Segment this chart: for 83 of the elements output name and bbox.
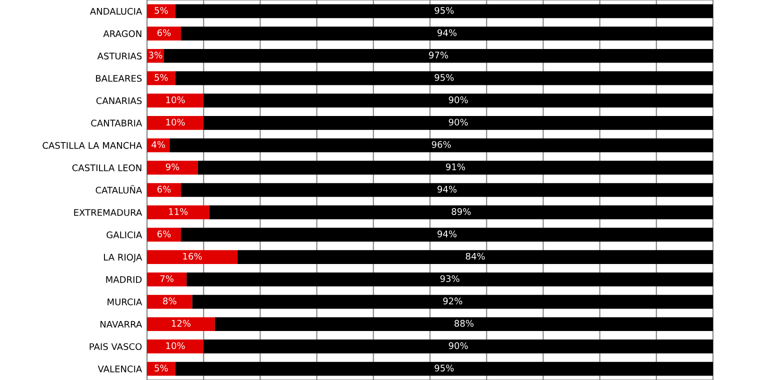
bar [204,94,713,108]
bar [147,272,187,286]
y-tick-label: LA RIOJA [104,254,142,262]
bar [147,26,181,40]
data-label: 10% [166,118,185,126]
bar [198,160,713,175]
data-label: 94% [438,29,457,36]
data-label: 8% [163,298,176,304]
bar [147,317,215,332]
data-label: 16% [183,252,202,260]
data-label: 6% [157,29,171,36]
y-tick-label: GALICIA [106,231,142,238]
data-label: 5% [154,74,168,81]
data-label: 97% [429,52,448,58]
data-label: 6% [157,186,171,193]
data-label: 12% [172,320,190,327]
bar [170,138,713,152]
data-label: 9% [166,163,180,170]
y-tick-label: CASTILLA LA MANCHA [42,142,142,149]
bar [147,94,204,108]
data-label: 90% [448,118,468,126]
data-label: 94% [438,230,457,238]
data-label: 84% [466,252,485,260]
bar [147,116,204,130]
y-tick-label: MADRID [106,276,142,283]
data-label: 89% [452,208,471,215]
bar [147,4,176,18]
data-label: 10% [166,342,185,350]
bar [175,71,713,86]
y-tick-label: ANDALUCIA [90,8,142,15]
y-tick-label: CANTABRIA [91,120,142,126]
y-tick-label: MURCIA [108,298,142,306]
bar [147,250,238,264]
bar [147,71,176,86]
bar [147,294,192,309]
data-label: 6% [157,230,171,238]
y-tick-label: EXTREMADURA [74,209,142,216]
bar [164,48,713,63]
bar [147,340,204,354]
bar [192,294,713,309]
bar [209,205,713,220]
bar [186,272,713,286]
bar [175,4,713,18]
bar [180,228,713,242]
bar [214,317,713,332]
bar [175,362,713,376]
bar [147,228,181,242]
y-tick-label: ASTURIAS [97,52,142,60]
y-tick-label: CATALUÑA [96,185,142,194]
bar [147,160,198,175]
data-label: 90% [448,342,468,350]
y-tick-label: CANARIAS [96,97,142,104]
bar [147,205,210,220]
y-tick-label: ARAGON [103,30,142,38]
bar [147,362,176,376]
data-label: 93% [440,275,460,282]
data-label: 90% [448,96,468,104]
bar [204,340,713,354]
data-label: 11% [169,208,188,215]
data-label: 3% [149,52,162,58]
data-label: 88% [454,320,474,327]
y-tick-label: PAIS VASCO [90,343,142,350]
data-label: 92% [443,298,462,304]
data-label: 10% [166,96,185,104]
data-label: 5% [154,6,168,14]
y-tick-label: CASTILLA LEON [72,164,142,172]
y-tick-label: VALENCIA [98,366,142,372]
data-label: 91% [446,163,466,170]
bar [147,183,181,197]
data-label: 95% [434,74,454,81]
bar [238,250,713,264]
data-label: 4% [152,141,165,148]
y-tick-label: BALEARES [96,74,142,82]
data-label: 96% [432,141,451,148]
bar [180,26,713,40]
data-label: 95% [434,364,454,372]
data-label: 7% [160,275,174,282]
data-label: 5% [154,364,168,372]
data-label: 94% [438,186,457,193]
data-label: 95% [434,6,454,14]
bar [204,116,713,130]
bar [180,183,713,197]
y-tick-label: NAVARRA [100,320,142,328]
